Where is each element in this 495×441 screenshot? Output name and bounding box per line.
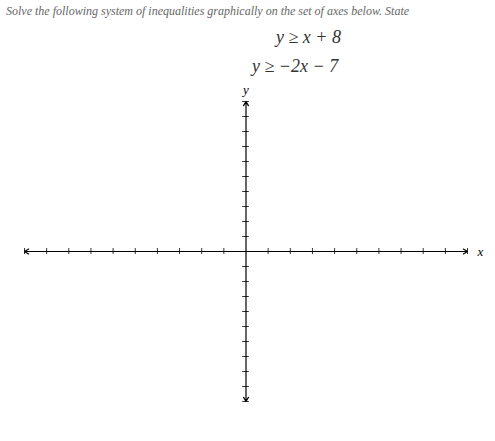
html-text:Solve the following system of: Solve the following system of inequaliti… (6, 4, 409, 18)
html-text:y ≥ x + 8: y ≥ x + 8 (276, 27, 341, 47)
html-text:y ≥ −2x − 7: y ≥ −2x − 7 (252, 56, 339, 76)
svg-text:x: x (477, 244, 484, 259)
svg-text:y: y (241, 82, 249, 97)
